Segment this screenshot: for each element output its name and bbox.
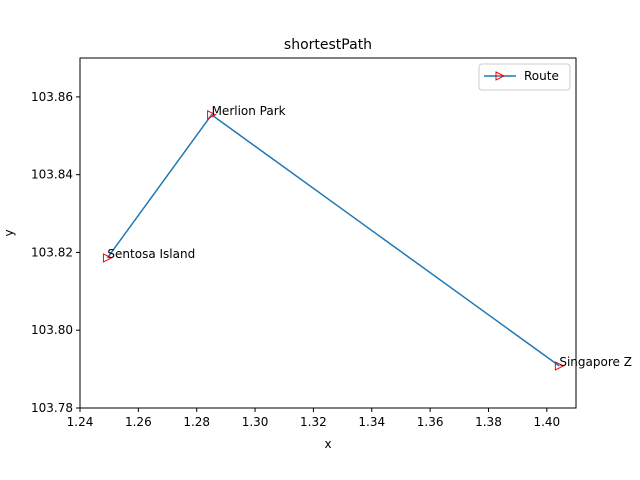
x-tick-label: 1.40	[533, 415, 560, 429]
legend: Route	[478, 63, 571, 91]
data-point	[207, 109, 217, 120]
data-point	[554, 361, 565, 371]
axis-ticks: 1.24 1.26 1.28 1.30 1.32 1.34 1.36 1.38 1.40 103.…	[31, 90, 560, 429]
plot-area: Sentosa Island Merlion Park Singapore Z	[102, 104, 632, 371]
x-tick-label: 1.30	[242, 415, 269, 429]
axes-frame	[79, 57, 577, 409]
y-tick-label: 103.78	[31, 401, 73, 415]
x-axis-label: x	[324, 437, 331, 451]
x-tick-label: 1.38	[475, 415, 502, 429]
point-annotation: Sentosa Island	[107, 247, 195, 261]
x-tick-label: 1.34	[358, 415, 385, 429]
x-tick-label: 1.32	[300, 415, 327, 429]
legend-box	[478, 63, 571, 91]
x-tick-label: 1.24	[67, 415, 94, 429]
series-line-route	[106, 113, 560, 367]
y-axis-label: y	[2, 229, 16, 236]
x-tick-label: 1.36	[417, 415, 444, 429]
legend-label-route: Route	[524, 69, 559, 83]
point-annotation: Singapore Z	[559, 355, 632, 369]
x-tick-label: 1.26	[125, 415, 152, 429]
y-tick-label: 103.84	[31, 168, 73, 182]
y-tick-label: 103.86	[31, 90, 73, 104]
y-tick-label: 103.80	[31, 323, 73, 337]
x-tick-label: 1.28	[183, 415, 210, 429]
point-annotation: Merlion Park	[212, 104, 286, 118]
data-point	[102, 253, 113, 263]
legend-marker	[495, 71, 506, 81]
chart-title: shortestPath	[284, 37, 372, 53]
y-tick-label: 103.82	[31, 245, 73, 259]
